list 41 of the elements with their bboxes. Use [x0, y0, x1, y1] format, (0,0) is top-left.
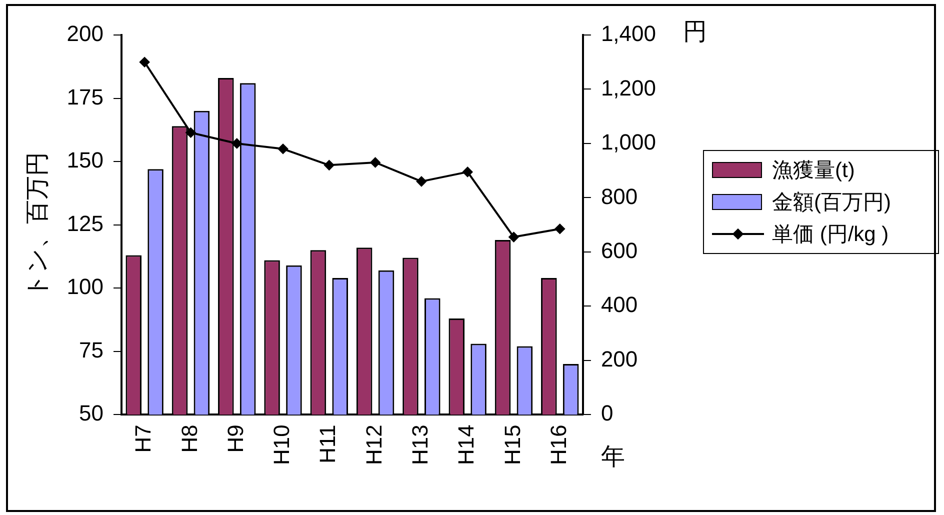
- y-tick-label: 150: [66, 148, 104, 173]
- y2-tick-label: 1,200: [600, 75, 656, 100]
- point: [232, 138, 242, 148]
- y2-tick-label: 800: [600, 184, 638, 209]
- y2-tick-label: 400: [600, 292, 638, 318]
- x-tick-label: H14: [454, 424, 479, 465]
- y2-tick-label: 1,400: [600, 21, 656, 46]
- y-axis-title: トン、百万円: [24, 152, 52, 298]
- point: [186, 128, 196, 138]
- y2-tick-label: 1,000: [600, 130, 656, 155]
- y2-axis-title: 円: [682, 18, 707, 46]
- y2-tick-label: 200: [600, 346, 638, 372]
- x-tick-label: H12: [361, 424, 386, 465]
- point: [324, 160, 334, 170]
- point: [508, 232, 519, 242]
- point: [140, 57, 150, 68]
- x-tick-label: H8: [176, 424, 202, 453]
- y-tick-label: 100: [66, 274, 104, 300]
- x-tick-label: H7: [130, 424, 156, 453]
- point: [462, 166, 473, 177]
- x-tick-label: H16: [546, 424, 571, 465]
- point: [278, 144, 288, 154]
- y2-tick-label: 0: [600, 400, 614, 426]
- point: [554, 224, 565, 234]
- y-tick-label: 50: [79, 400, 104, 426]
- y-tick-label: 175: [66, 84, 104, 110]
- x-tick-label: H11: [315, 424, 340, 464]
- x-tick-label: H10: [269, 424, 294, 465]
- y-tick-label: 125: [66, 210, 104, 236]
- y-tick-label: 75: [79, 337, 104, 362]
- legend-label: 単価 (円/kg ): [772, 222, 889, 248]
- x-axis-title: 年: [600, 444, 625, 471]
- y-tick-label: 200: [66, 21, 104, 46]
- x-tick-label: H15: [500, 424, 525, 465]
- x-tick-label: H9: [222, 424, 248, 453]
- y2-tick-label: 600: [600, 238, 638, 263]
- x-tick-label: H13: [408, 424, 433, 465]
- legend-label: 漁獲量(t): [772, 158, 855, 184]
- legend-label: 金額(百万円): [772, 190, 891, 216]
- point: [370, 157, 380, 168]
- point: [416, 176, 426, 186]
